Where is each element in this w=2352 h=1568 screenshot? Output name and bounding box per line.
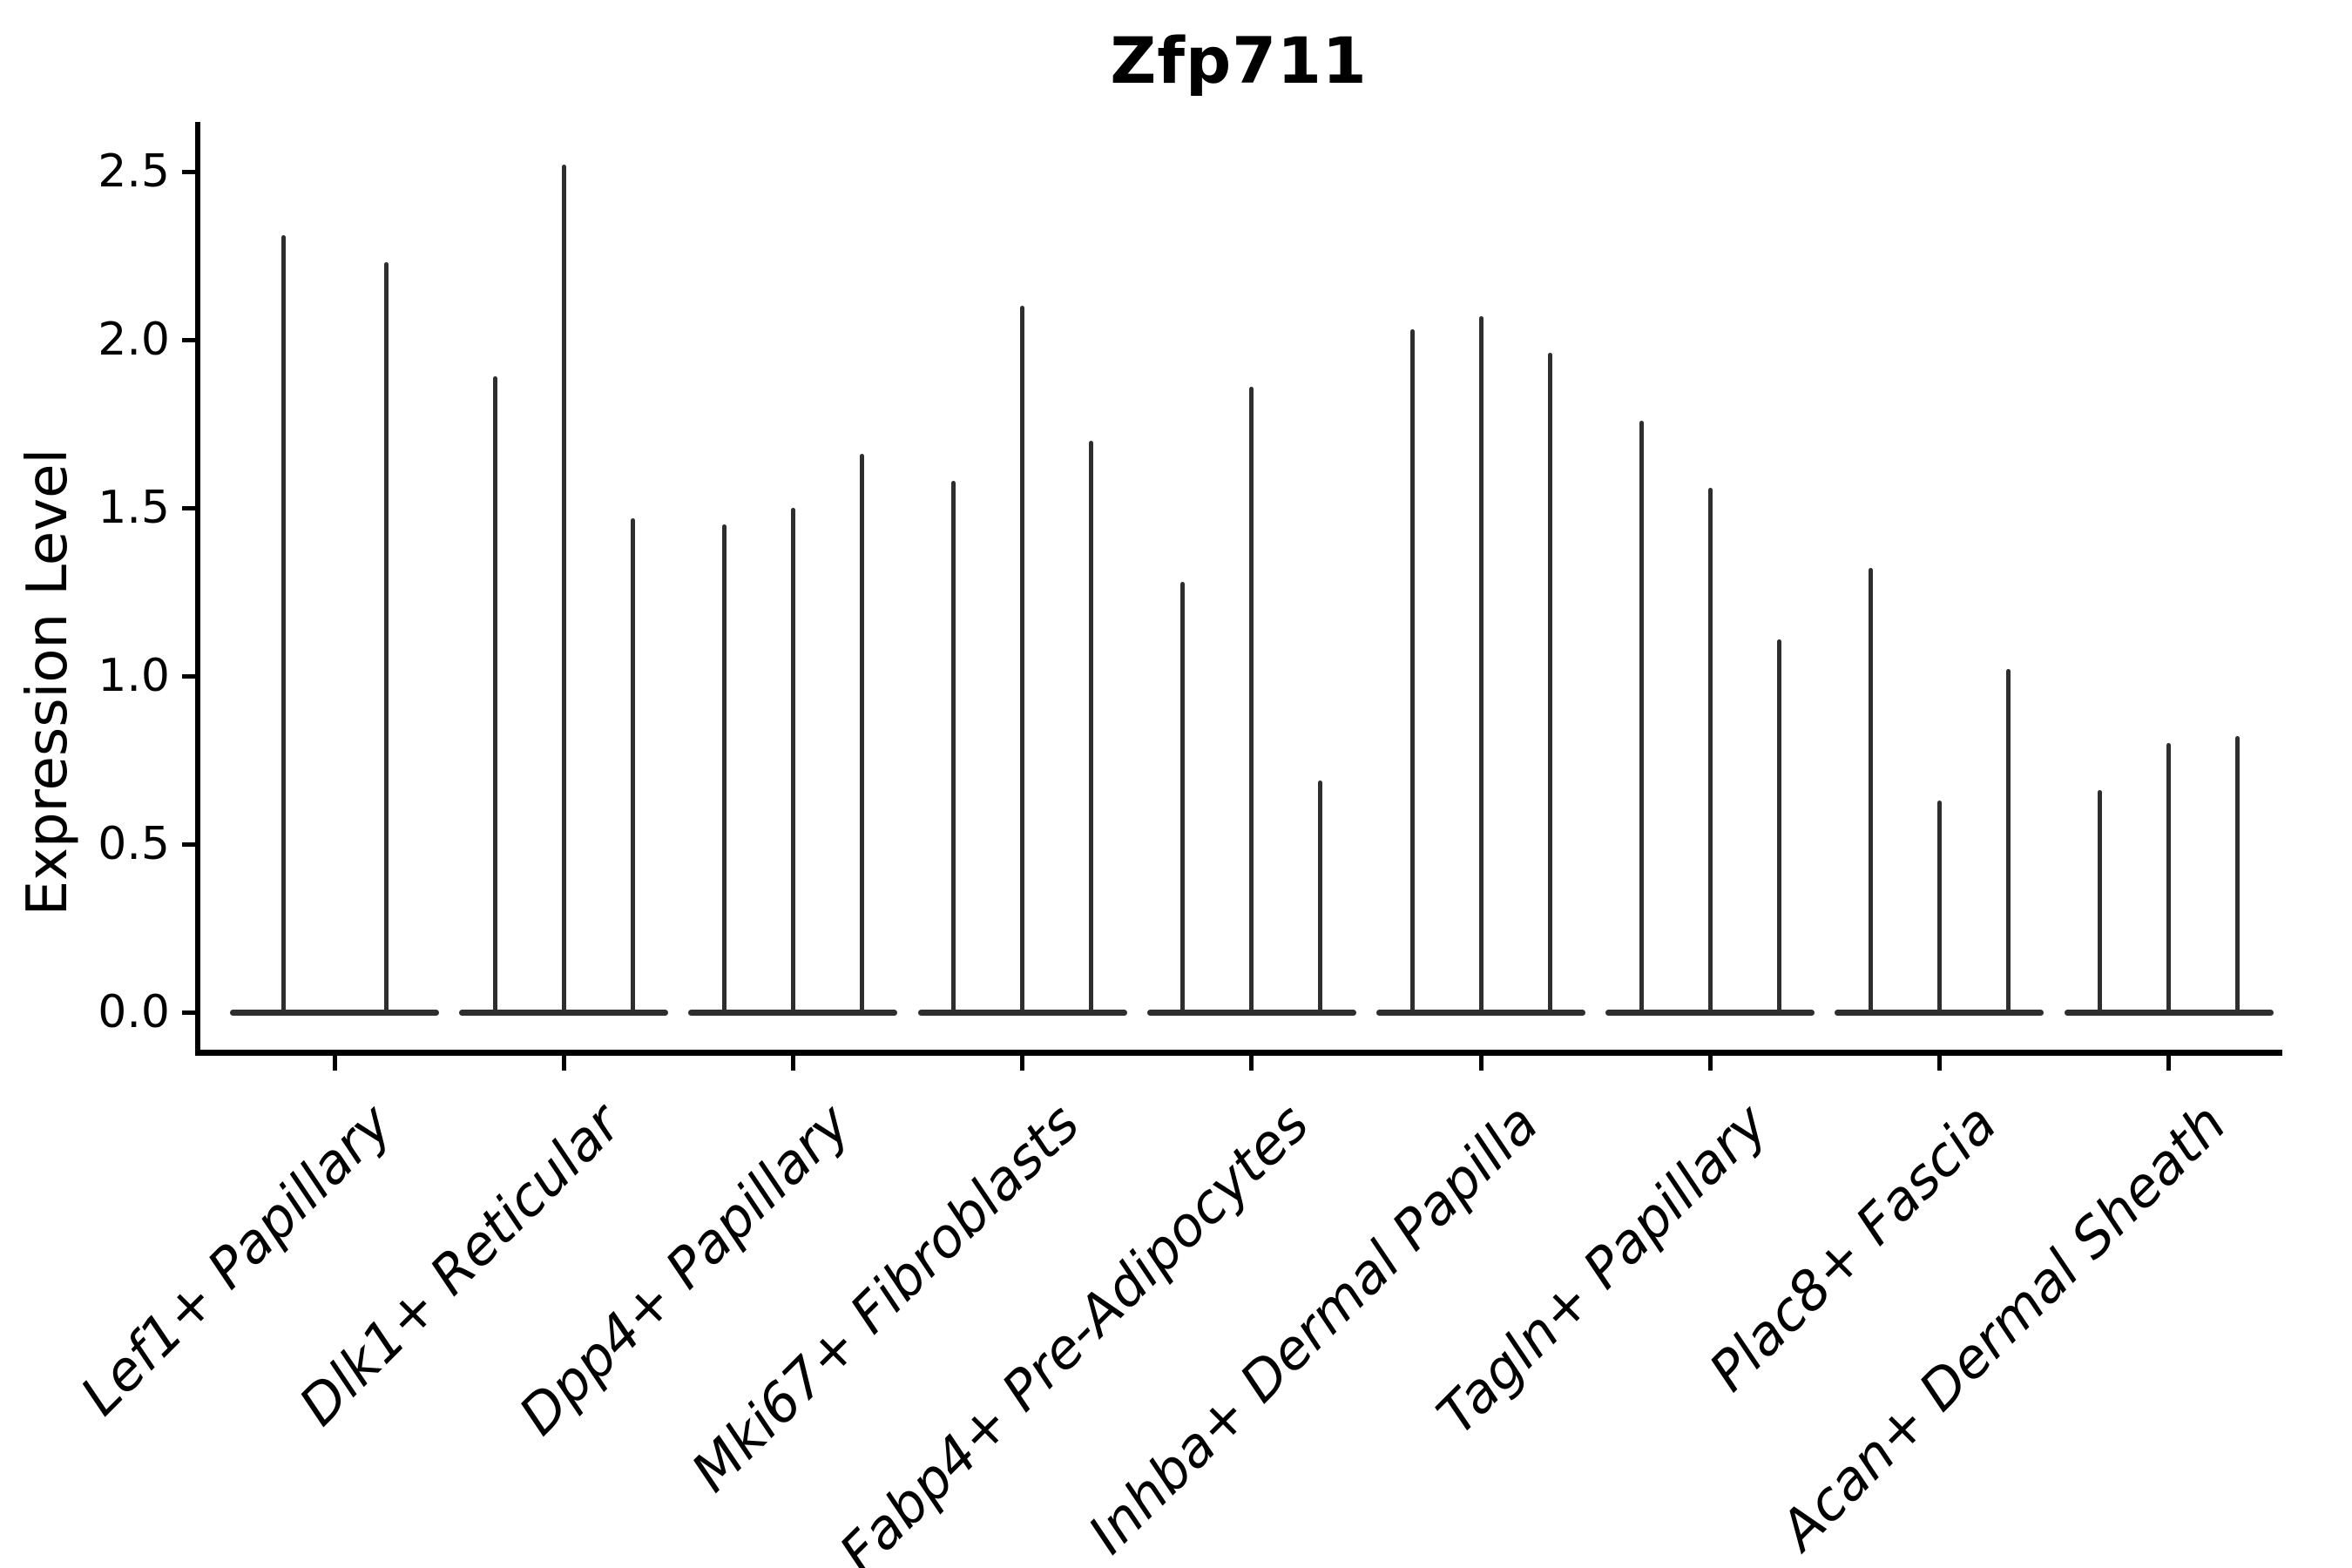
violin-spike xyxy=(2098,790,2103,1015)
violin-spike xyxy=(2005,669,2011,1015)
chart-title: Zfp711 xyxy=(1110,24,1368,98)
violin-spike xyxy=(2235,736,2240,1015)
y-tick-label: 2.0 xyxy=(98,314,170,366)
y-tick xyxy=(182,169,195,174)
violin-spike xyxy=(1478,315,1484,1015)
x-tick-label: Fabp4+ Pre-Adipocytes xyxy=(827,1092,1321,1568)
violin-spike xyxy=(2166,743,2172,1015)
violin-spike xyxy=(1639,420,1644,1015)
violin-spike xyxy=(790,508,795,1015)
x-tick xyxy=(1936,1056,1942,1071)
x-tick xyxy=(1020,1056,1025,1071)
x-tick xyxy=(1249,1056,1254,1071)
violin-spike xyxy=(561,165,566,1015)
violin-spike xyxy=(1249,387,1254,1015)
violin-spike xyxy=(1936,800,1942,1015)
y-tick-label: 1.5 xyxy=(98,482,170,534)
x-tick-label: Acan+ Dermal Sheath xyxy=(1767,1092,2239,1562)
violin-spike xyxy=(1020,306,1025,1015)
x-tick xyxy=(1478,1056,1484,1071)
y-tick-label: 1.0 xyxy=(98,650,170,702)
violin-spike xyxy=(1318,780,1323,1015)
violin-spike xyxy=(721,524,727,1015)
x-tick xyxy=(1707,1056,1713,1071)
x-tick xyxy=(561,1056,566,1071)
y-tick-label: 0.0 xyxy=(98,986,170,1038)
y-tick xyxy=(182,505,195,510)
violin-spike xyxy=(492,376,497,1015)
violin-spike xyxy=(1180,581,1186,1015)
violin-spike xyxy=(630,517,635,1015)
x-axis-spine xyxy=(195,1050,2282,1056)
y-axis-label: Expression Level xyxy=(16,448,80,916)
violin-zero-base xyxy=(230,1009,439,1016)
violin-spike xyxy=(1707,487,1713,1015)
y-tick xyxy=(182,841,195,847)
violin-spike xyxy=(383,262,389,1015)
x-tick xyxy=(2166,1056,2172,1071)
y-tick-label: 0.5 xyxy=(98,818,170,870)
violin-spike xyxy=(859,454,864,1015)
x-tick-label: Inhba+ Dermal Papilla xyxy=(1076,1092,1551,1566)
violin-spike xyxy=(1776,639,1781,1015)
y-tick-label: 2.5 xyxy=(98,145,170,198)
violin-spike xyxy=(951,481,956,1015)
y-axis-spine xyxy=(195,122,200,1056)
violin-spike xyxy=(1547,353,1552,1015)
x-tick xyxy=(790,1056,795,1071)
y-tick xyxy=(182,1010,195,1015)
y-tick xyxy=(182,673,195,679)
x-tick xyxy=(332,1056,337,1071)
x-tick-label: Mki67+ Fibroblasts xyxy=(679,1092,1092,1504)
violin-spike xyxy=(1089,440,1094,1015)
y-tick xyxy=(182,337,195,342)
violin-spike xyxy=(1868,568,1873,1015)
violin-spike xyxy=(1409,329,1415,1015)
violin-spike xyxy=(280,235,286,1015)
